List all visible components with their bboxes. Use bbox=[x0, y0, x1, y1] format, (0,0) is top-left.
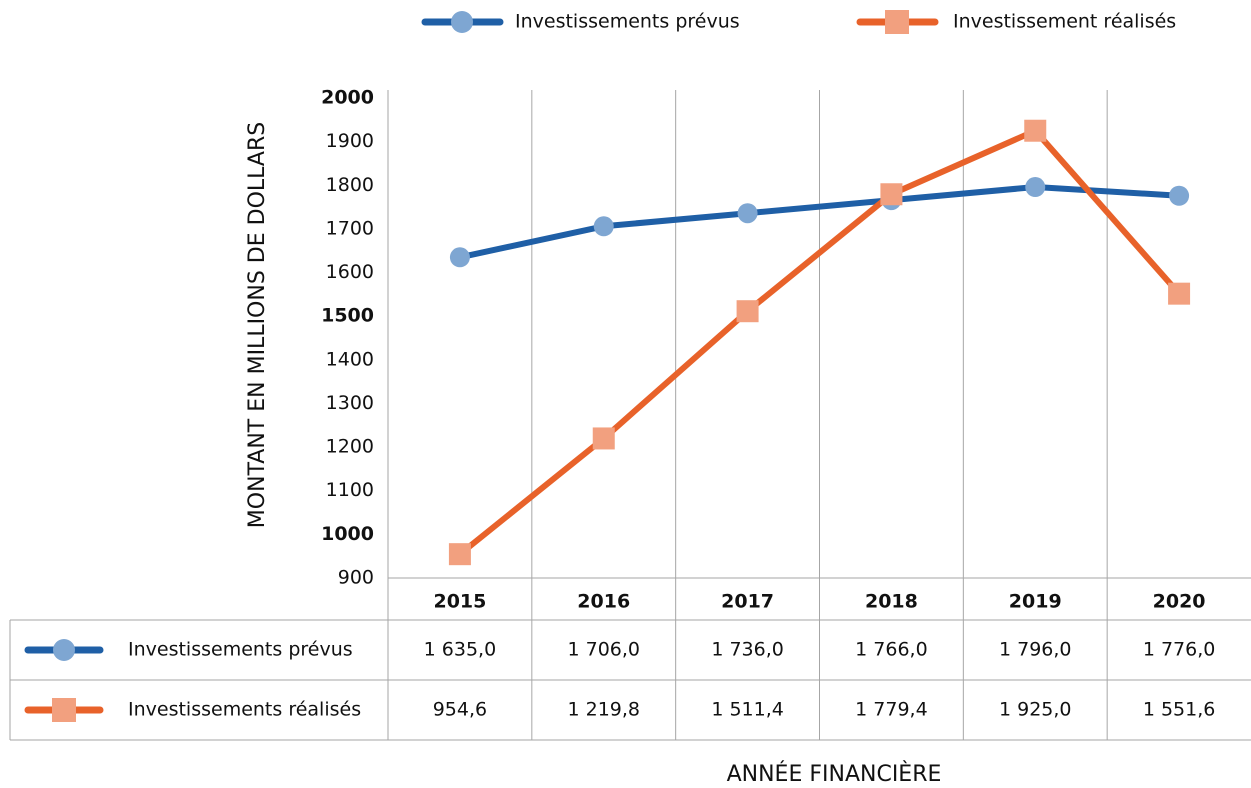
y-tick-label: 900 bbox=[338, 567, 374, 589]
y-tick-label: 1200 bbox=[326, 436, 374, 458]
y-tick-label: 1100 bbox=[326, 479, 374, 501]
marker bbox=[448, 543, 471, 566]
marker bbox=[593, 216, 614, 237]
marker bbox=[592, 427, 615, 450]
table-value: 1 511,4 bbox=[711, 699, 784, 721]
y-tick-label: 2000 bbox=[321, 87, 374, 109]
y-tick-label: 1600 bbox=[326, 261, 374, 283]
y-axis-label: MONTANT EN MILLIONS DE DOLLARS bbox=[245, 122, 270, 528]
marker bbox=[1025, 177, 1046, 198]
table-row-label: Investissements prévus bbox=[128, 639, 353, 661]
marker bbox=[1168, 282, 1191, 305]
x-tick-label: 2017 bbox=[721, 591, 774, 613]
marker bbox=[880, 183, 903, 206]
x-tick-label: 2019 bbox=[1009, 591, 1062, 613]
series-line bbox=[459, 184, 1180, 261]
y-tick-label: 1400 bbox=[326, 348, 374, 370]
table-value: 1 635,0 bbox=[424, 639, 497, 661]
table-value: 1 925,0 bbox=[999, 699, 1072, 721]
table-value: 1 779,4 bbox=[855, 699, 928, 721]
table-value: 1 706,0 bbox=[567, 639, 640, 661]
y-tick-label: 1900 bbox=[326, 130, 374, 152]
marker bbox=[736, 300, 759, 323]
y-tick-label: 1000 bbox=[321, 523, 374, 545]
table-value: 954,6 bbox=[433, 699, 487, 721]
marker bbox=[1024, 119, 1047, 142]
legend-label: Investissement réalisés bbox=[953, 11, 1176, 33]
y-tick-label: 1700 bbox=[326, 217, 374, 239]
x-tick-label: 2018 bbox=[865, 591, 918, 613]
marker bbox=[451, 11, 473, 33]
x-tick-label: 2016 bbox=[577, 591, 630, 613]
table-value: 1 796,0 bbox=[999, 639, 1072, 661]
table-value: 1 219,8 bbox=[567, 699, 640, 721]
x-axis-label: ANNÉE FINANCIÈRE bbox=[727, 761, 942, 787]
legend-label: Investissements prévus bbox=[515, 11, 740, 33]
series-line bbox=[458, 127, 1182, 557]
table-value: 1 551,6 bbox=[1143, 699, 1216, 721]
x-tick-label: 2015 bbox=[433, 591, 486, 613]
table-value: 1 776,0 bbox=[1143, 639, 1216, 661]
table-value: 1 736,0 bbox=[711, 639, 784, 661]
marker bbox=[1169, 185, 1190, 206]
table-value: 1 766,0 bbox=[855, 639, 928, 661]
marker bbox=[52, 698, 76, 722]
x-tick-label: 2020 bbox=[1153, 591, 1206, 613]
y-tick-label: 1800 bbox=[326, 174, 374, 196]
marker bbox=[53, 639, 75, 661]
marker bbox=[737, 203, 758, 224]
y-tick-label: 1300 bbox=[326, 392, 374, 414]
marker bbox=[449, 247, 470, 268]
y-tick-label: 1500 bbox=[321, 305, 374, 327]
table-row-label: Investissements réalisés bbox=[128, 699, 361, 721]
marker bbox=[885, 10, 909, 34]
